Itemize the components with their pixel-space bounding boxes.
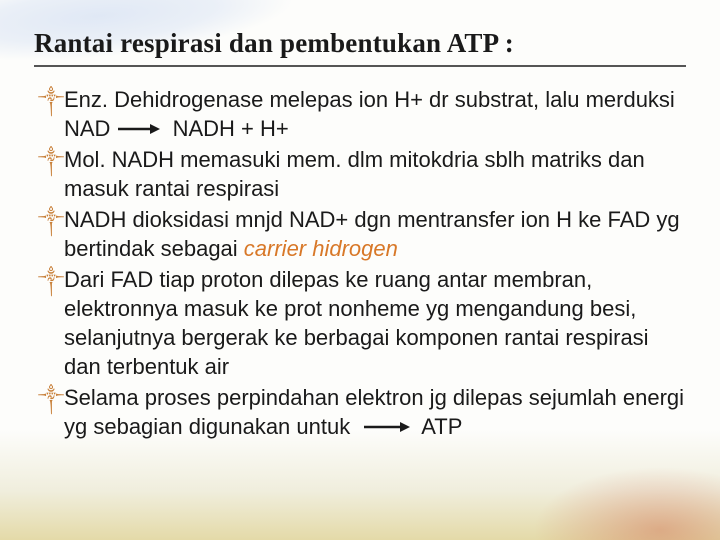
bullet-item: ༒ Enz. Dehidrogenase melepas ion H+ dr s… bbox=[38, 85, 686, 143]
bullet-list: ༒ Enz. Dehidrogenase melepas ion H+ dr s… bbox=[34, 85, 686, 441]
bullet-item: ༒ Dari FAD tiap proton dilepas ke ruang … bbox=[38, 265, 686, 381]
bullet-icon: ༒ bbox=[38, 88, 64, 114]
bullet-icon: ༒ bbox=[38, 208, 64, 234]
slide-container: Rantai respirasi dan pembentukan ATP : ༒… bbox=[0, 0, 720, 540]
bullet-icon: ༒ bbox=[38, 148, 64, 174]
bullet-text-italic: carrier hidrogen bbox=[244, 236, 398, 261]
bullet-icon: ༒ bbox=[38, 386, 64, 412]
bullet-item: ༒ Mol. NADH memasuki mem. dlm mitokdria … bbox=[38, 145, 686, 203]
bullet-text: ATP bbox=[416, 414, 462, 439]
bullet-text: NADH + H+ bbox=[166, 116, 288, 141]
title-underline bbox=[34, 65, 686, 67]
bullet-item: ༒ NADH dioksidasi mnjd NAD+ dgn mentrans… bbox=[38, 205, 686, 263]
slide-title: Rantai respirasi dan pembentukan ATP : bbox=[34, 28, 686, 59]
bullet-text: Mol. NADH memasuki mem. dlm mitokdria sb… bbox=[64, 147, 645, 201]
arrow-icon bbox=[362, 420, 410, 434]
bullet-item: ༒ Selama proses perpindahan elektron jg … bbox=[38, 383, 686, 441]
bullet-text: Dari FAD tiap proton dilepas ke ruang an… bbox=[64, 267, 649, 379]
arrow-icon bbox=[116, 122, 160, 136]
bullet-icon: ༒ bbox=[38, 268, 64, 294]
